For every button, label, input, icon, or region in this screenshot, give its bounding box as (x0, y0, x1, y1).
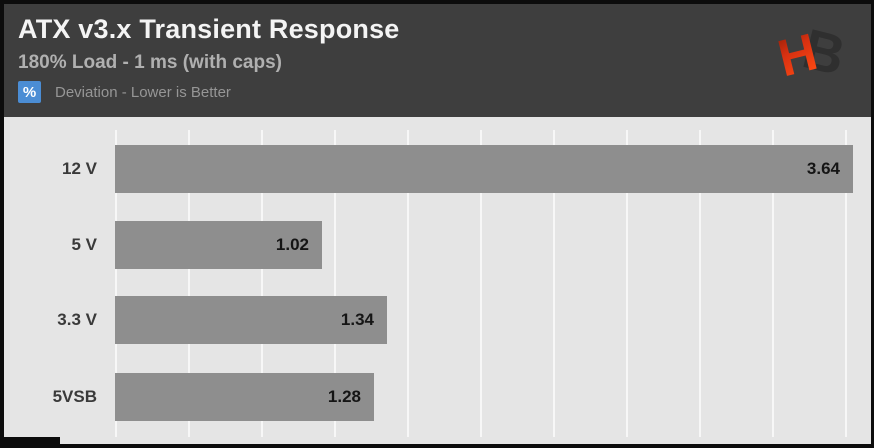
chart-area: 12 V 3.64 5 V 1.02 3.3 V 1.34 5VSB 1.28 (4, 117, 871, 448)
category-label: 12 V (62, 159, 97, 178)
chart-title: ATX v3.x Transient Response (18, 14, 400, 44)
gridline (553, 130, 555, 437)
gridline (845, 130, 847, 437)
value-label: 3.64 (806, 159, 840, 178)
gridline (115, 130, 117, 437)
chart-subtitle: 180% Load - 1 ms (with caps) (18, 52, 282, 73)
gridline (188, 130, 190, 437)
value-label: 1.28 (327, 387, 361, 406)
bar-row: 12 V 3.64 (4, 145, 871, 193)
gridline (480, 130, 482, 437)
legend-row: % Deviation - Lower is Better (18, 81, 231, 103)
gridline (261, 130, 263, 437)
percent-badge: % (18, 81, 41, 103)
gridline (772, 130, 774, 437)
bar: 1.34 (115, 296, 387, 344)
category-label: 5VSB (52, 387, 97, 406)
bar: 1.28 (115, 373, 374, 421)
bar: 3.64 (115, 145, 853, 193)
value-label: 1.02 (275, 235, 309, 254)
bottom-border (4, 444, 871, 448)
chart-header: ATX v3.x Transient Response 180% Load - … (4, 4, 871, 117)
gridline (334, 130, 336, 437)
bar-row: 5VSB 1.28 (4, 373, 871, 421)
gridline (699, 130, 701, 437)
bar: 1.02 (115, 221, 322, 269)
gridline (407, 130, 409, 437)
hardware-busters-logo: B H (776, 17, 851, 87)
legend-text: Deviation - Lower is Better (55, 83, 231, 101)
gridline (626, 130, 628, 437)
bar-row: 5 V 1.02 (4, 221, 871, 269)
value-label: 1.34 (340, 310, 374, 329)
bar-row: 3.3 V 1.34 (4, 296, 871, 344)
category-label: 5 V (71, 235, 97, 254)
bottom-accent-bar (4, 437, 60, 448)
category-label: 3.3 V (57, 310, 97, 329)
